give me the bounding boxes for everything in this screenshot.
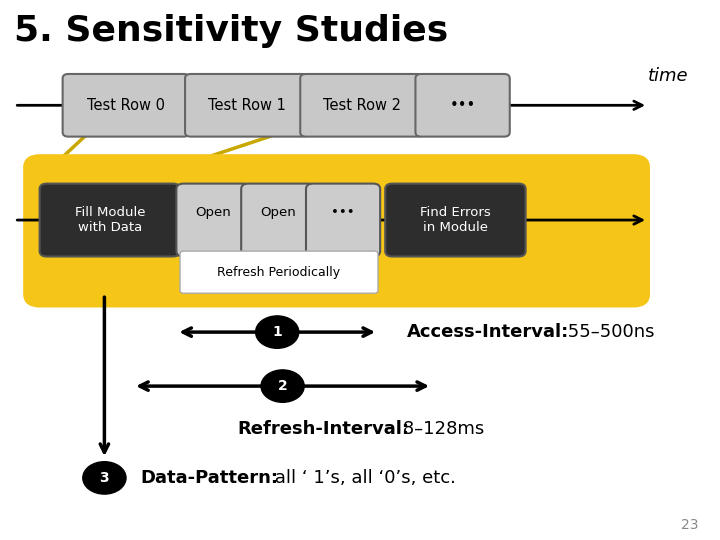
Circle shape [261, 370, 305, 402]
Text: •••: ••• [331, 206, 355, 219]
Text: time: time [648, 66, 688, 85]
FancyBboxPatch shape [40, 184, 180, 256]
Text: Access-Interval:: Access-Interval: [407, 323, 569, 341]
Text: Find Errors
in Module: Find Errors in Module [420, 206, 491, 234]
Text: Fill Module
with Data: Fill Module with Data [75, 206, 145, 234]
Circle shape [256, 316, 299, 348]
Text: 55–500ns: 55–500ns [562, 323, 654, 341]
FancyBboxPatch shape [241, 184, 315, 256]
FancyBboxPatch shape [185, 74, 308, 137]
FancyBboxPatch shape [300, 74, 423, 137]
Text: Refresh-Interval:: Refresh-Interval: [238, 420, 410, 438]
Text: all ‘ 1’s, all ‘0’s, etc.: all ‘ 1’s, all ‘0’s, etc. [269, 469, 456, 487]
Circle shape [83, 462, 126, 494]
Text: 8–128ms: 8–128ms [397, 420, 485, 438]
Text: 23: 23 [681, 518, 698, 532]
Text: Test Row 2: Test Row 2 [323, 98, 401, 113]
Text: 5. Sensitivity Studies: 5. Sensitivity Studies [14, 14, 449, 48]
Text: 3: 3 [99, 471, 109, 485]
Text: Open: Open [261, 206, 296, 219]
FancyBboxPatch shape [63, 74, 189, 137]
FancyBboxPatch shape [180, 251, 378, 293]
Text: 1: 1 [272, 325, 282, 339]
Text: 2: 2 [278, 379, 287, 393]
FancyBboxPatch shape [176, 184, 251, 256]
FancyBboxPatch shape [415, 74, 510, 137]
FancyBboxPatch shape [306, 184, 380, 256]
Text: Refresh Periodically: Refresh Periodically [217, 266, 341, 279]
Text: Test Row 0: Test Row 0 [87, 98, 165, 113]
FancyBboxPatch shape [27, 158, 647, 304]
FancyBboxPatch shape [385, 184, 526, 256]
Text: •••: ••• [449, 98, 476, 113]
Text: Test Row 1: Test Row 1 [207, 98, 286, 113]
Text: Data-Pattern:: Data-Pattern: [140, 469, 279, 487]
Text: Open: Open [196, 206, 231, 219]
